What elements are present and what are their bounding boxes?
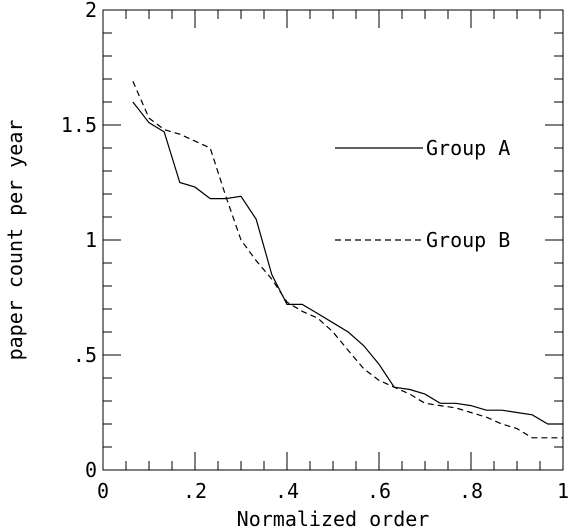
series-line-group-a bbox=[132, 101, 563, 425]
x-tick-label: .2 bbox=[183, 479, 207, 503]
series-lines bbox=[132, 81, 563, 439]
y-tick-label: 1.5 bbox=[61, 113, 97, 137]
x-tick-label: 1 bbox=[557, 479, 568, 503]
y-tick-label: 1 bbox=[85, 228, 97, 252]
y-tick-label: 2 bbox=[85, 0, 97, 22]
plot-frame bbox=[102, 9, 564, 471]
series-line-group-b bbox=[132, 81, 563, 439]
y-tick-label: .5 bbox=[73, 343, 97, 367]
legend: Group A Group B bbox=[335, 136, 510, 252]
tick-labels: 0 .2 .4 .6 .8 1 0 .5 1 1.5 2 bbox=[61, 0, 568, 503]
legend-label: Group A bbox=[426, 136, 510, 160]
x-tick-label: .4 bbox=[275, 479, 299, 503]
x-axis-label: Normalized order bbox=[237, 507, 430, 528]
x-tick-label: .6 bbox=[367, 479, 391, 503]
x-tick-label: .8 bbox=[459, 479, 483, 503]
legend-label: Group B bbox=[426, 228, 510, 252]
y-axis-label: paper count per year bbox=[3, 120, 27, 361]
y-tick-label: 0 bbox=[85, 458, 97, 482]
x-tick-label: 0 bbox=[97, 479, 109, 503]
